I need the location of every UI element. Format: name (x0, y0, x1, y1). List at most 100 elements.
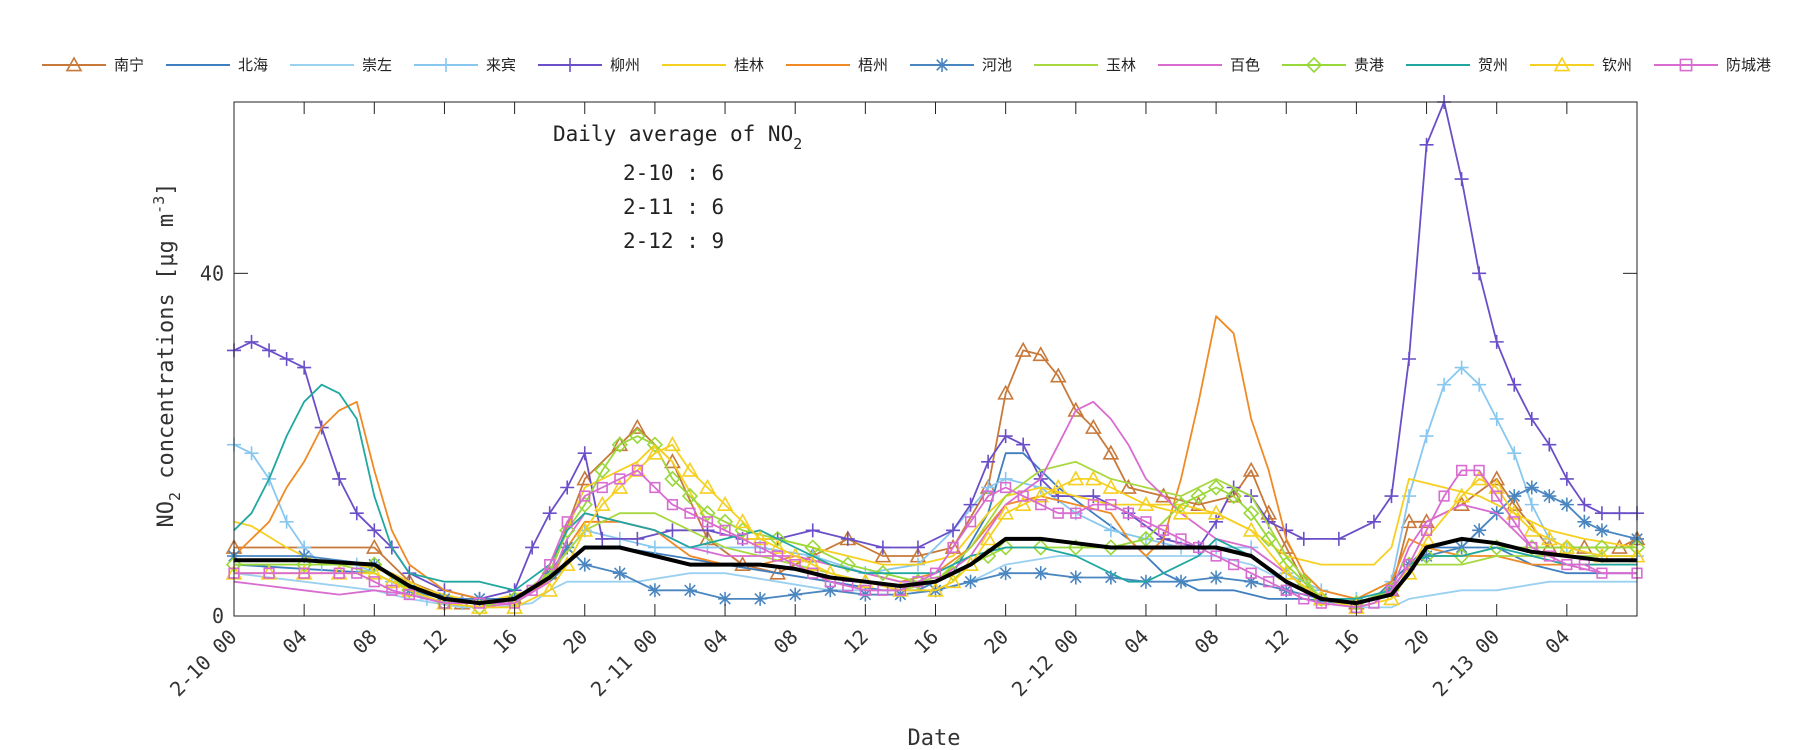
data-point (279, 352, 294, 366)
data-point (736, 533, 749, 545)
data-point (963, 497, 978, 512)
data-point (1225, 487, 1242, 505)
x-tick-label: 04 (278, 625, 312, 659)
data-point (368, 576, 380, 588)
data-point (753, 591, 768, 606)
data-point (1174, 574, 1189, 589)
x-tick-label: 16 (1330, 625, 1364, 659)
data-point (297, 549, 312, 564)
data-point (1278, 556, 1295, 573)
data-point (579, 490, 591, 502)
chart-legend: 南宁 北海 崇左 来宾 柳州 桂林 梧州 河池 玉林 百色 贵港 贺州 钦州 防城港 (42, 56, 1771, 74)
data-point (1558, 538, 1576, 554)
data-point (874, 565, 892, 582)
legend-item: 玉林 (1034, 56, 1136, 74)
legend-item: 南宁 (42, 56, 144, 74)
data-point (947, 541, 959, 554)
data-point (1542, 437, 1557, 452)
data-point (576, 521, 594, 537)
data-point (1245, 567, 1257, 579)
data-point (700, 523, 715, 538)
data-point (646, 436, 664, 453)
data-point (1260, 530, 1277, 548)
data-point (840, 531, 855, 546)
data-point (1508, 516, 1520, 528)
data-point (1419, 429, 1434, 444)
legend-item: 崇左 (290, 56, 392, 74)
legend-item: 河池 (910, 56, 1012, 74)
data-point (1242, 461, 1260, 477)
data-point (1209, 570, 1224, 585)
data-point (1049, 367, 1067, 383)
x-tick-label: 04 (1540, 625, 1574, 659)
x-tick-label: 2-10 00 (165, 625, 242, 702)
series-line (233, 315, 1637, 600)
data-point (1419, 137, 1434, 152)
data-point (1366, 514, 1381, 529)
x-tick-label: 16 (488, 625, 522, 659)
data-point (1102, 478, 1120, 494)
data-point (1190, 495, 1207, 512)
data-point (1400, 513, 1418, 529)
data-point (647, 583, 662, 598)
data-point (1400, 564, 1418, 580)
data-point (244, 334, 259, 349)
data-point (1032, 346, 1050, 362)
data-point (333, 567, 345, 579)
x-tick-label: 04 (1119, 625, 1153, 659)
data-point (1470, 470, 1488, 486)
data-point (1402, 352, 1417, 366)
data-point (1612, 506, 1627, 521)
legend-label: 北海 (238, 56, 268, 74)
data-point (1000, 481, 1012, 494)
legend-label: 贵港 (1354, 56, 1384, 74)
data-point (544, 558, 556, 571)
data-point (1084, 418, 1102, 434)
data-point (1014, 495, 1032, 512)
data-point (1105, 499, 1117, 511)
data-point (1559, 497, 1574, 512)
data-point (716, 513, 734, 530)
data-point (944, 573, 962, 589)
legend-item: 来宾 (414, 56, 516, 74)
data-point (1228, 558, 1240, 571)
data-point (1120, 478, 1137, 494)
data-point (1280, 584, 1292, 596)
data-point (386, 584, 398, 596)
data-point (979, 530, 997, 546)
data-point (1489, 411, 1504, 426)
legend-swatch-marker (563, 58, 577, 72)
data-point (734, 513, 751, 529)
data-point (964, 516, 977, 528)
series-line (233, 400, 1637, 609)
legend-item: 贺州 (1406, 56, 1508, 74)
legend-label: 防城港 (1726, 56, 1771, 74)
data-point (542, 506, 557, 521)
legend-swatch-marker (65, 56, 83, 72)
annotation-line-3: 2-12 : 9 (623, 229, 724, 253)
series-6 (233, 315, 1637, 600)
data-point (560, 480, 575, 495)
data-point (1209, 514, 1224, 529)
data-point (559, 522, 576, 539)
data-point (997, 384, 1015, 400)
data-point (1210, 550, 1222, 562)
data-point (1172, 496, 1190, 513)
legend-item: 北海 (166, 56, 268, 74)
data-point (593, 495, 611, 512)
data-point (1383, 590, 1400, 606)
daily-average-annotation: Daily average of NO2 2-10 : 6 2-11 : 6 2… (553, 122, 802, 253)
legend-item: 百色 (1158, 56, 1260, 74)
legend-item: 柳州 (538, 56, 640, 74)
data-point (631, 464, 643, 476)
data-point (1279, 523, 1294, 538)
data-point (649, 481, 661, 494)
x-tick-label: 20 (979, 625, 1013, 659)
data-point (1437, 377, 1452, 392)
legend-label: 桂林 (734, 56, 764, 74)
data-point (1472, 523, 1487, 538)
data-point (805, 523, 820, 538)
y-axis-title: NO2 concentrations [μg m-3] (150, 183, 184, 528)
legend-label: 钦州 (1602, 56, 1632, 74)
